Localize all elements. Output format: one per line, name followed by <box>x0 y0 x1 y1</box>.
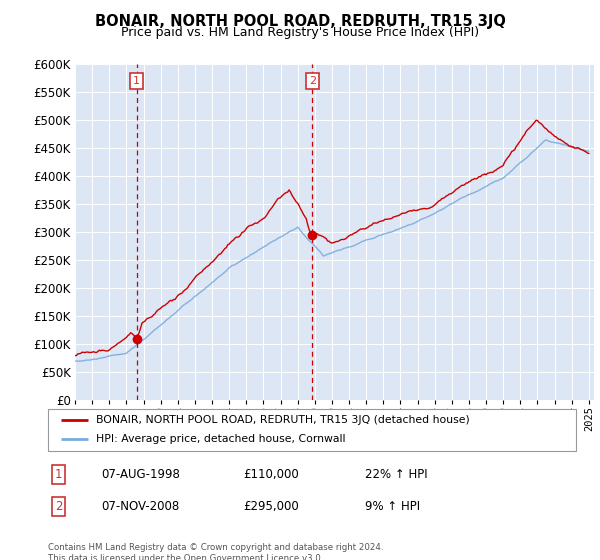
Text: BONAIR, NORTH POOL ROAD, REDRUTH, TR15 3JQ: BONAIR, NORTH POOL ROAD, REDRUTH, TR15 3… <box>95 14 505 29</box>
Text: 2: 2 <box>308 76 316 86</box>
Text: 1: 1 <box>55 468 62 481</box>
Text: 07-AUG-1998: 07-AUG-1998 <box>101 468 179 481</box>
Text: HPI: Average price, detached house, Cornwall: HPI: Average price, detached house, Corn… <box>95 435 345 445</box>
Text: 07-NOV-2008: 07-NOV-2008 <box>101 500 179 514</box>
Text: 22% ↑ HPI: 22% ↑ HPI <box>365 468 427 481</box>
Text: Contains HM Land Registry data © Crown copyright and database right 2024.
This d: Contains HM Land Registry data © Crown c… <box>48 543 383 560</box>
Text: 9% ↑ HPI: 9% ↑ HPI <box>365 500 420 514</box>
Text: £295,000: £295,000 <box>244 500 299 514</box>
Text: £110,000: £110,000 <box>244 468 299 481</box>
Text: BONAIR, NORTH POOL ROAD, REDRUTH, TR15 3JQ (detached house): BONAIR, NORTH POOL ROAD, REDRUTH, TR15 3… <box>95 415 469 425</box>
Text: 2: 2 <box>55 500 62 514</box>
Text: 1: 1 <box>133 76 140 86</box>
Text: Price paid vs. HM Land Registry's House Price Index (HPI): Price paid vs. HM Land Registry's House … <box>121 26 479 39</box>
